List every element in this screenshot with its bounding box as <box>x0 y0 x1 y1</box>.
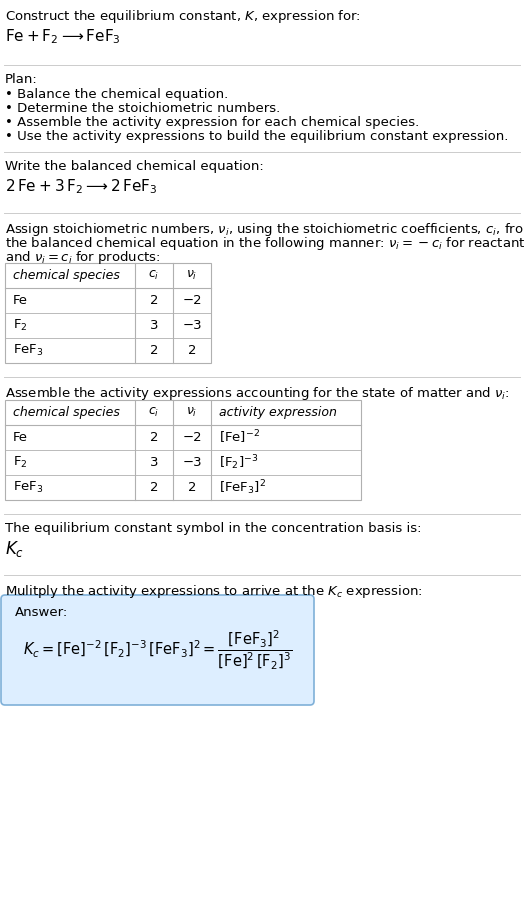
Text: $[\mathrm{F_2}]^{-3}$: $[\mathrm{F_2}]^{-3}$ <box>219 453 258 472</box>
Text: Fe: Fe <box>13 294 28 307</box>
Text: Assign stoichiometric numbers, $\nu_i$, using the stoichiometric coefficients, $: Assign stoichiometric numbers, $\nu_i$, … <box>5 221 524 238</box>
Text: Write the balanced chemical equation:: Write the balanced chemical equation: <box>5 160 264 173</box>
Text: 3: 3 <box>150 456 158 469</box>
Text: chemical species: chemical species <box>13 269 120 282</box>
Text: $2\,\mathrm{Fe} + 3\,\mathrm{F_2} \longrightarrow 2\,\mathrm{FeF_3}$: $2\,\mathrm{Fe} + 3\,\mathrm{F_2} \longr… <box>5 177 157 196</box>
Text: chemical species: chemical species <box>13 406 120 419</box>
Text: The equilibrium constant symbol in the concentration basis is:: The equilibrium constant symbol in the c… <box>5 522 421 535</box>
Text: Answer:: Answer: <box>15 606 68 619</box>
Text: $[\mathrm{Fe}]^{-2}$: $[\mathrm{Fe}]^{-2}$ <box>219 429 260 446</box>
Text: −2: −2 <box>182 294 202 307</box>
Text: −3: −3 <box>182 456 202 469</box>
Text: • Determine the stoichiometric numbers.: • Determine the stoichiometric numbers. <box>5 102 280 115</box>
Text: 2: 2 <box>150 294 158 307</box>
Text: • Balance the chemical equation.: • Balance the chemical equation. <box>5 88 228 101</box>
Text: 2: 2 <box>188 344 196 357</box>
FancyBboxPatch shape <box>1 595 314 705</box>
Text: 2: 2 <box>188 481 196 494</box>
Text: −3: −3 <box>182 319 202 332</box>
Text: Assemble the activity expressions accounting for the state of matter and $\nu_i$: Assemble the activity expressions accoun… <box>5 385 510 402</box>
Text: $\nu_i$: $\nu_i$ <box>187 406 198 419</box>
Text: $K_c$: $K_c$ <box>5 539 24 559</box>
Text: 3: 3 <box>150 319 158 332</box>
Text: Construct the equilibrium constant, $K$, expression for:: Construct the equilibrium constant, $K$,… <box>5 8 361 25</box>
Text: $\mathrm{F_2}$: $\mathrm{F_2}$ <box>13 455 28 470</box>
Text: $K_c = [\mathrm{Fe}]^{-2}\,[\mathrm{F_2}]^{-3}\,[\mathrm{FeF_3}]^{2} = \dfrac{[\: $K_c = [\mathrm{Fe}]^{-2}\,[\mathrm{F_2}… <box>23 628 292 671</box>
Text: $c_i$: $c_i$ <box>148 406 160 419</box>
Text: Mulitply the activity expressions to arrive at the $K_c$ expression:: Mulitply the activity expressions to arr… <box>5 583 423 600</box>
Text: 2: 2 <box>150 431 158 444</box>
Text: 2: 2 <box>150 481 158 494</box>
Text: −2: −2 <box>182 431 202 444</box>
Text: 2: 2 <box>150 344 158 357</box>
Text: $\mathrm{F_2}$: $\mathrm{F_2}$ <box>13 318 28 333</box>
Text: Plan:: Plan: <box>5 73 38 86</box>
Text: $\mathrm{Fe} + \mathrm{F_2} \longrightarrow \mathrm{FeF_3}$: $\mathrm{Fe} + \mathrm{F_2} \longrightar… <box>5 27 121 46</box>
Text: $c_i$: $c_i$ <box>148 269 160 282</box>
Text: Fe: Fe <box>13 431 28 444</box>
Bar <box>5 400 361 500</box>
Text: and $\nu_i = c_i$ for products:: and $\nu_i = c_i$ for products: <box>5 249 161 266</box>
Bar <box>5 263 211 363</box>
Text: $\mathrm{FeF_3}$: $\mathrm{FeF_3}$ <box>13 480 43 495</box>
Text: • Assemble the activity expression for each chemical species.: • Assemble the activity expression for e… <box>5 116 419 129</box>
Text: $\mathrm{FeF_3}$: $\mathrm{FeF_3}$ <box>13 343 43 358</box>
Text: • Use the activity expressions to build the equilibrium constant expression.: • Use the activity expressions to build … <box>5 130 508 143</box>
Text: $\nu_i$: $\nu_i$ <box>187 269 198 282</box>
Text: $[\mathrm{FeF_3}]^{2}$: $[\mathrm{FeF_3}]^{2}$ <box>219 478 266 496</box>
Text: the balanced chemical equation in the following manner: $\nu_i = -c_i$ for react: the balanced chemical equation in the fo… <box>5 235 524 252</box>
Text: activity expression: activity expression <box>219 406 337 419</box>
